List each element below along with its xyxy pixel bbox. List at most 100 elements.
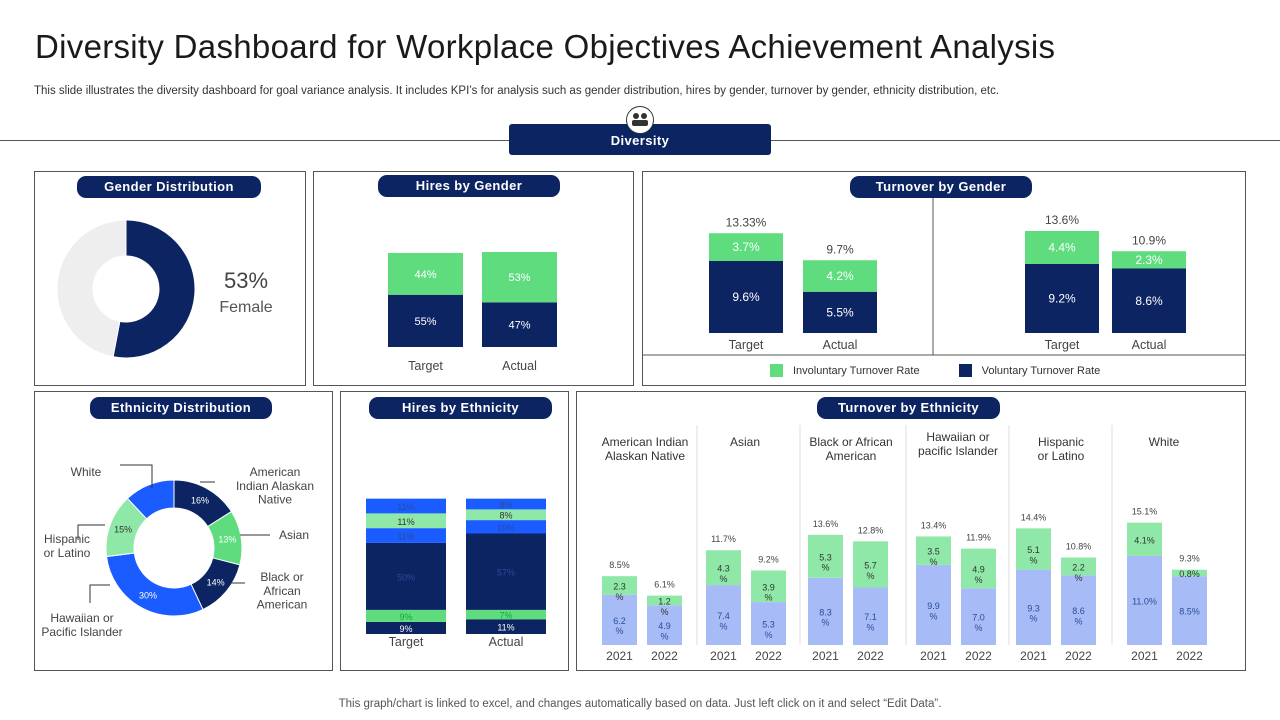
turnover-ethnicity-group-5: White	[1149, 435, 1180, 449]
turnover-ethnicity-g4-total-0: 14.4%	[1021, 512, 1047, 522]
turnover-ethnicity-g5-bar-1-label-0: 8.5%	[1179, 607, 1200, 617]
ethnicity-value-1: 13%	[218, 535, 236, 545]
turnover-ethnicity-g1-bar-0-seg-1	[706, 550, 741, 586]
hires-ethnicity-bar-0-label-4: 11%	[397, 517, 414, 527]
turnover-ethnicity-g1-bar-0-label-1: 4.3%	[717, 564, 730, 584]
turnover-ethnicity-g5-bar-0-label-0: 11.0%	[1132, 596, 1157, 606]
hires-ethnicity-bar-1-seg-1	[466, 609, 546, 620]
legend-voluntary: Voluntary Turnover Rate	[958, 364, 1100, 377]
turnover-ethnicity-g3-bar-1-seg-0	[961, 588, 996, 645]
turnover-gender-g1-bar-0-label-0: 9.2%	[1048, 292, 1076, 306]
turnover-ethnicity-g5-bar-0-seg-1	[1127, 522, 1162, 556]
ethnicity-leader-5	[120, 464, 153, 488]
turnover-ethnicity-g2-bar-1-seg-1	[853, 541, 888, 588]
turnover-ethnicity-g0-total-0: 8.5%	[609, 560, 630, 570]
turnover-gender-g0-bar-1-seg-1	[803, 260, 877, 292]
turnover-ethnicity-group-3: Hawaiian or pacific Islander	[918, 430, 998, 458]
ethnicity-slice-3	[105, 552, 204, 617]
turnover-ethnicity-g2-bar-0-seg-1	[808, 534, 843, 578]
turnover-ethnicity-g4-year-1: 2022	[1065, 649, 1092, 663]
turnover-ethnicity-g0-bar-1-label-1: 1.2%	[658, 596, 671, 616]
turnover-ethnicity-g5-bar-1-label-1: 0.8%	[1179, 569, 1200, 579]
turnover-ethnicity-g0-total-1: 6.1%	[654, 580, 675, 590]
hires-by-gender-title: Hires by Gender	[378, 175, 560, 197]
legend-involuntary: Involuntary Turnover Rate	[770, 364, 920, 377]
hires-gender-bar-0-seg-0	[388, 294, 463, 347]
hires-ethnicity-bar-0-seg-0	[366, 621, 446, 634]
turnover-gender-g1-total-1: 10.9%	[1132, 233, 1166, 247]
turnover-ethnicity-g4-bar-0-seg-1	[1016, 528, 1051, 570]
ethnicity-label-5: White	[71, 465, 102, 479]
hires-ethnicity-bar-1-seg-4	[466, 509, 546, 521]
turnover-ethnicity-g5-year-0: 2021	[1131, 649, 1158, 663]
turnover-ethnicity-g1-bar-1-seg-1	[751, 570, 786, 603]
ethnicity-value-0: 16%	[191, 496, 209, 506]
turnover-ethnicity-g2-bar-1-seg-0	[853, 587, 888, 645]
turnover-ethnicity-g0-bar-1-seg-1	[647, 595, 682, 606]
turnover-by-gender-title: Turnover by Gender	[850, 176, 1032, 198]
legend-swatch-voluntary	[958, 364, 972, 377]
turnover-ethnicity-g3-bar-0-label-0: 9.9%	[927, 601, 940, 621]
turnover-ethnicity-group-4: Hispanic or Latino	[1038, 435, 1085, 463]
hires-ethnicity-bar-1-label-1: 7%	[499, 611, 512, 621]
turnover-ethnicity-g0-bar-0-seg-1	[602, 576, 637, 595]
ethnicity-value-2: 14%	[207, 577, 225, 587]
hires-ethnicity-xlabel-1: Actual	[489, 635, 524, 649]
ethnicity-value-3: 30%	[139, 590, 157, 600]
legend-swatch-involuntary	[770, 364, 783, 377]
turnover-ethnicity-g5-bar-0-seg-0	[1127, 555, 1162, 645]
ethnicity-label-0: American Indian Alaskan Native	[236, 465, 314, 507]
turnover-ethnicity-group-1: Asian	[730, 435, 760, 449]
ethnicity-label-1: Asian	[279, 528, 309, 542]
ethnicity-value-5: 12%	[145, 493, 163, 503]
hires-by-ethnicity-title: Hires by Ethnicity	[369, 397, 552, 419]
turnover-ethnicity-g2-total-1: 12.8%	[858, 525, 884, 535]
turnover-ethnicity-g3-year-1: 2022	[965, 649, 992, 663]
hires-by-gender-panel	[313, 171, 634, 386]
turnover-ethnicity-g2-bar-0-label-1: 5.3%	[819, 552, 832, 572]
turnover-gender-g1-bar-1-seg-0	[1112, 268, 1186, 333]
page-title: Diversity Dashboard for Workplace Object…	[35, 28, 1056, 65]
turnover-gender-g0-bar-0-label-0: 9.6%	[732, 290, 760, 304]
legend-involuntary-label: Involuntary Turnover Rate	[793, 365, 920, 377]
hires-ethnicity-bar-1-seg-3	[466, 520, 546, 534]
ethnicity-slice-5	[126, 479, 175, 520]
turnover-gender-g1-xlabel-1: Actual	[1132, 338, 1167, 352]
turnover-gender-g1-bar-0-seg-0	[1025, 264, 1099, 333]
hires-ethnicity-xlabel-0: Target	[389, 635, 424, 649]
turnover-ethnicity-g4-bar-1-label-0: 8.6%	[1072, 606, 1085, 626]
hires-gender-bar-0-seg-1	[388, 252, 463, 295]
hires-ethnicity-bar-0-label-1: 9%	[399, 612, 412, 622]
turnover-gender-g0-total-0: 13.33%	[726, 215, 767, 229]
turnover-ethnicity-g4-bar-0-label-0: 9.3%	[1027, 603, 1040, 623]
ethnicity-leader-4	[77, 524, 105, 540]
hires-ethnicity-bar-1-seg-0	[466, 619, 546, 634]
hires-gender-bar-1-label-1: 53%	[508, 272, 530, 284]
hires-ethnicity-bar-1-label-5: 8%	[499, 500, 512, 510]
turnover-ethnicity-g3-bar-1-seg-1	[961, 548, 996, 589]
turnover-by-ethnicity-title: Turnover by Ethnicity	[817, 397, 1000, 419]
turnover-ethnicity-g0-year-0: 2021	[606, 649, 633, 663]
turnover-ethnicity-g5-bar-1-seg-0	[1172, 576, 1207, 645]
turnover-gender-g0-xlabel-0: Target	[729, 338, 764, 352]
hires-ethnicity-bar-0-label-3: 11%	[397, 532, 414, 542]
hires-ethnicity-bar-1-seg-2	[466, 533, 546, 610]
turnover-ethnicity-g1-bar-1-seg-0	[751, 602, 786, 645]
ethnicity-distribution-title: Ethnicity Distribution	[90, 397, 272, 419]
turnover-ethnicity-g3-total-1: 11.9%	[966, 533, 991, 543]
turnover-ethnicity-g3-bar-1-label-0: 7.0%	[972, 613, 985, 633]
turnover-gender-g1-xlabel-0: Target	[1045, 338, 1080, 352]
turnover-ethnicity-g3-bar-1-label-1: 4.9%	[972, 564, 985, 584]
hires-gender-bar-1-seg-1	[482, 252, 557, 303]
turnover-ethnicity-g1-year-0: 2021	[710, 649, 737, 663]
turnover-ethnicity-g0-bar-1-label-0: 4.9%	[658, 621, 671, 641]
hires-ethnicity-bar-1-label-4: 8%	[499, 511, 512, 521]
turnover-ethnicity-g1-bar-1-label-1: 3.9%	[762, 582, 775, 602]
turnover-ethnicity-g1-year-1: 2022	[755, 649, 782, 663]
hires-gender-xlabel-1: Actual	[502, 359, 537, 373]
turnover-legend: Involuntary Turnover Rate Voluntary Turn…	[770, 364, 1230, 377]
turnover-ethnicity-g3-bar-0-seg-1	[916, 536, 951, 565]
turnover-gender-g1-bar-1-label-0: 8.6%	[1135, 294, 1163, 308]
turnover-ethnicity-g2-year-0: 2021	[812, 649, 839, 663]
turnover-ethnicity-g4-bar-1-seg-1	[1061, 557, 1096, 576]
